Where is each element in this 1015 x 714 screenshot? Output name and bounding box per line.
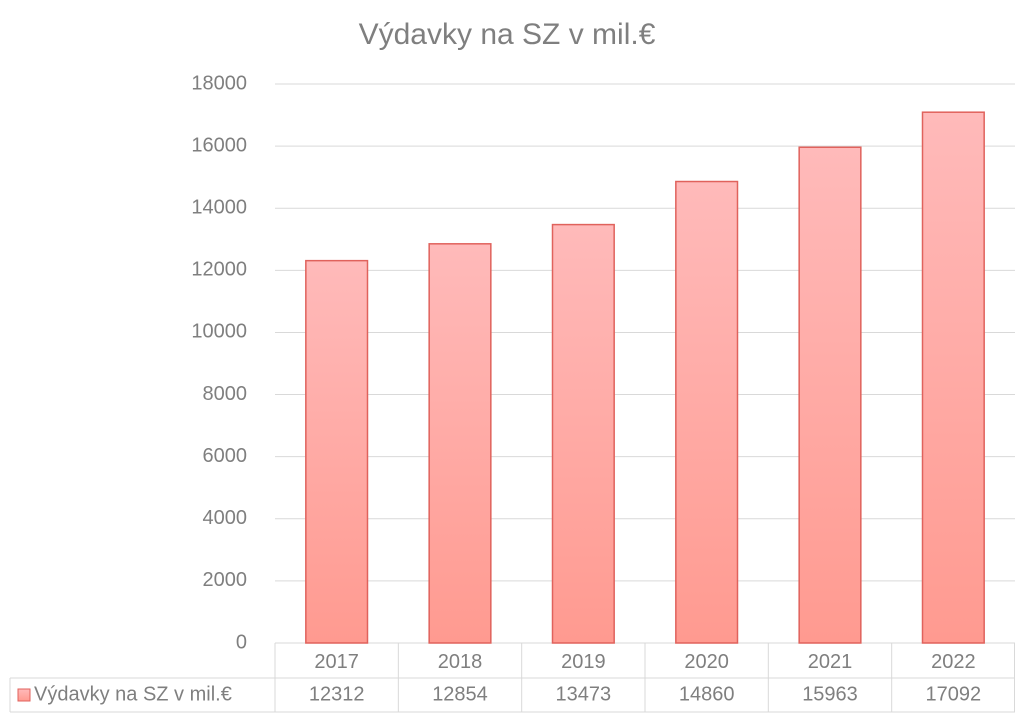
y-tick-label: 4000	[203, 507, 248, 529]
y-tick-label: 0	[236, 631, 247, 653]
table-value: 14860	[679, 683, 735, 705]
x-tick-label: 2018	[438, 651, 483, 673]
table-value: 15963	[802, 683, 858, 705]
y-tick-label: 10000	[191, 321, 247, 343]
bar	[921, 111, 985, 644]
y-tick-label: 16000	[191, 134, 247, 156]
table-value: 13473	[556, 683, 612, 705]
table-value: 17092	[926, 683, 982, 705]
x-tick-label: 2019	[561, 651, 606, 673]
table-value: 12312	[309, 683, 365, 705]
table-value: 12854	[432, 683, 488, 705]
y-tick-label: 2000	[203, 569, 248, 591]
bar	[798, 146, 862, 644]
bar	[675, 180, 739, 644]
x-tick-label: 2017	[314, 651, 359, 673]
x-tick-label: 2020	[684, 651, 729, 673]
legend-label: Výdavky na SZ v mil.€	[34, 683, 232, 705]
bar	[551, 223, 615, 644]
y-tick-label: 6000	[203, 445, 248, 467]
y-tick-label: 12000	[191, 259, 247, 281]
y-tick-label: 18000	[191, 72, 247, 94]
bar	[428, 243, 492, 644]
bar	[305, 259, 369, 644]
x-tick-label: 2022	[931, 651, 976, 673]
chart-title: Výdavky na SZ v mil.€	[359, 18, 656, 51]
x-tick-label: 2021	[808, 651, 853, 673]
y-tick-label: 8000	[203, 383, 248, 405]
legend-swatch	[17, 688, 31, 702]
y-tick-label: 14000	[191, 197, 247, 219]
